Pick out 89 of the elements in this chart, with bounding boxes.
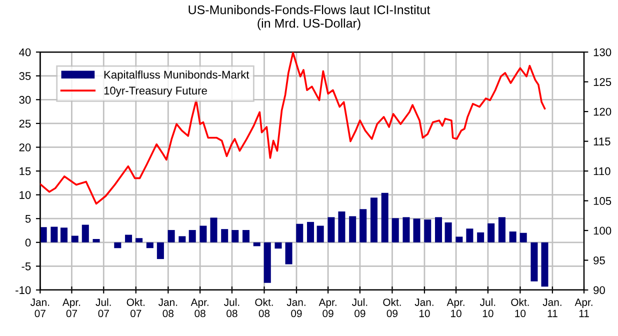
bar: [381, 192, 388, 242]
x-tick-label: Jan. 11: [542, 298, 562, 318]
bar: [156, 242, 164, 260]
x-tick-label: Apr. 11: [574, 298, 592, 318]
x-tick-label: Jan. 07: [30, 298, 50, 318]
y-tick-label: -10: [16, 286, 31, 294]
y-tick-label: 30: [19, 96, 31, 104]
bar: [221, 229, 228, 242]
x-tick-label: Apr. 10: [446, 298, 464, 318]
bar: [136, 238, 143, 242]
y2-tick-label: 95: [594, 256, 605, 264]
bar: [232, 230, 239, 242]
y2-tick-label: 110: [594, 167, 610, 176]
y2-tick-label: 105: [594, 197, 612, 205]
y-tick-label: 5: [25, 214, 31, 223]
bar: [40, 227, 47, 242]
bar: [82, 224, 89, 242]
y-tick-label: 0: [25, 238, 31, 247]
bar: [424, 220, 432, 242]
x-tick-label: Jan. 08: [158, 298, 178, 318]
y-tick-label: 40: [19, 48, 31, 56]
bar: [253, 242, 260, 246]
bar: [188, 230, 196, 242]
x-tick-label: Okt. 10: [511, 298, 529, 318]
bar: [541, 242, 548, 287]
bar: [178, 236, 186, 242]
y-tick-label: 10: [20, 191, 31, 199]
line-series: [40, 52, 546, 205]
x-tick-label: Okt. 08: [255, 298, 273, 318]
bar: [200, 226, 207, 242]
y2-tick-label: 130: [594, 48, 612, 56]
x-tick-label: Jul. 09: [352, 298, 368, 318]
bar: [477, 232, 484, 242]
x-tick-label: Jan. 10: [414, 298, 434, 318]
y2-tick-label: 120: [594, 108, 612, 116]
bar: [392, 218, 399, 242]
bar: [210, 218, 218, 242]
legend-label: 10yr-Treasury Future: [104, 86, 207, 97]
bar: [274, 242, 282, 249]
bar: [316, 226, 324, 242]
bar: [498, 217, 506, 242]
bar: [146, 242, 154, 248]
y-tick-label: 35: [19, 72, 31, 80]
bar: [242, 230, 250, 242]
x-tick-label: Jul. 10: [480, 298, 496, 318]
bar: [71, 236, 78, 242]
y-tick-label: -5: [22, 262, 31, 270]
y2-tick-label: 125: [594, 78, 612, 86]
bar: [168, 230, 175, 242]
bar: [456, 236, 463, 242]
bar: [530, 242, 538, 282]
bar: [488, 223, 495, 242]
y-tick-label: 20: [19, 144, 31, 152]
x-tick-label: Apr. 09: [318, 298, 336, 318]
x-tick-label: Jul. 07: [96, 298, 111, 318]
bar: [466, 228, 474, 242]
y2-tick-label: 100: [594, 226, 612, 235]
bar: [520, 232, 527, 242]
bar: [307, 222, 314, 242]
bar: [413, 218, 420, 242]
x-tick-label: Apr. 07: [62, 298, 80, 318]
bar: [296, 224, 304, 242]
x-tick-label: Apr. 08: [190, 298, 208, 318]
bar: [434, 217, 442, 242]
bar: [60, 228, 68, 242]
bar: [92, 239, 100, 242]
legend-label: Kapitalfluss Munibonds-Markt: [104, 70, 250, 81]
x-tick-label: Jan. 09: [286, 298, 306, 318]
y2-tick-label: 115: [594, 138, 610, 146]
bar: [125, 234, 132, 242]
bar: [264, 242, 271, 283]
x-tick-label: Jul. 08: [224, 298, 240, 318]
bar: [328, 217, 335, 242]
bar: [509, 231, 516, 242]
x-tick-label: Okt. 09: [383, 298, 401, 318]
bar: [338, 211, 346, 242]
bar: [360, 209, 367, 242]
x-tick-label: Okt. 07: [126, 298, 144, 318]
bar: [402, 217, 410, 242]
bar: [285, 242, 292, 264]
bar: [370, 198, 378, 242]
y2-tick-label: 90: [594, 286, 605, 294]
bar: [444, 222, 452, 242]
bar: [50, 226, 58, 242]
bar: [114, 242, 122, 248]
bar: [349, 216, 356, 242]
y-tick-label: 15: [20, 167, 31, 176]
y-tick-label: 25: [19, 120, 31, 128]
chart-title: US-Munibonds-Fonds-Flows laut ICI-Institut (in Mrd. US-Dollar): [188, 5, 430, 30]
